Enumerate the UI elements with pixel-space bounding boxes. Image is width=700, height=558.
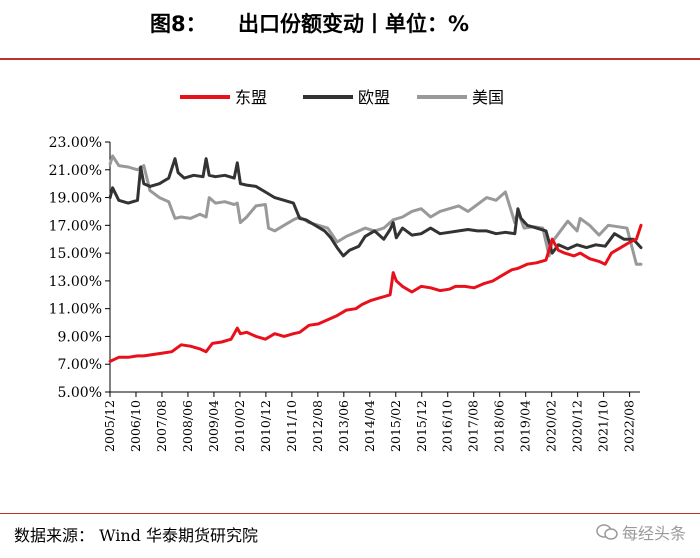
x-tick-label: 2006/10 xyxy=(128,400,143,452)
x-tick-label: 2019/04 xyxy=(518,400,533,452)
x-tick-label: 2016/10 xyxy=(440,400,455,452)
x-tick-label: 2012/08 xyxy=(310,400,325,452)
y-tick-label: 7.00% xyxy=(58,357,102,373)
title-text: 出口份额变动丨单位：% xyxy=(238,12,470,36)
top-divider xyxy=(0,58,700,60)
y-tick-label: 15.00% xyxy=(49,246,102,262)
y-tick-label: 21.00% xyxy=(49,163,102,179)
chart-title: 图8： 出口份额变动丨单位：% xyxy=(0,8,700,44)
y-tick-label: 23.00% xyxy=(49,135,102,151)
line-chart: 5.00% 7.00% 9.00% 11.00% 13.00% 15.00% 17.00% 1… xyxy=(49,88,643,452)
series-line-usa xyxy=(108,154,643,266)
x-tick-label: 2010/12 xyxy=(258,400,273,452)
x-tick-label: 2017/08 xyxy=(466,400,481,452)
x-tick-label: 2008/06 xyxy=(180,400,195,452)
series-line-eu xyxy=(108,157,643,258)
x-tick-label: 2015/02 xyxy=(388,400,403,452)
y-tick-label: 11.00% xyxy=(49,302,102,318)
y-tick-label: 17.00% xyxy=(49,218,102,234)
x-tick-label: 2013/06 xyxy=(336,400,351,452)
x-tick-label: 2010/02 xyxy=(232,400,247,452)
source-note: 数据来源： Wind 华泰期货研究院 xyxy=(14,526,259,545)
x-tick-label: 2021/10 xyxy=(596,400,611,452)
legend-label: 美国 xyxy=(472,88,504,107)
x-tick-label: 2014/04 xyxy=(362,400,377,452)
y-tick-label: 19.00% xyxy=(49,191,102,207)
figure-label: 图8： xyxy=(150,12,207,36)
watermark-text: 每经头条 xyxy=(621,524,686,543)
y-tick-label: 5.00% xyxy=(58,385,102,401)
x-tick-label: 2009/04 xyxy=(206,400,221,452)
x-tick-label: 2005/12 xyxy=(102,400,117,452)
x-tick-label: 2018/06 xyxy=(492,400,507,452)
x-tick-label: 2015/12 xyxy=(414,400,429,452)
x-tick-label: 2020/02 xyxy=(544,400,559,452)
legend-label: 欧盟 xyxy=(358,88,390,107)
x-tick-label: 2011/10 xyxy=(284,400,299,452)
x-tick-label: 2020/12 xyxy=(570,400,585,452)
y-tick-label: 13.00% xyxy=(49,274,102,290)
watermark: 每经头条 xyxy=(596,520,686,544)
series-line-asean xyxy=(108,223,643,363)
bottom-divider xyxy=(0,513,700,514)
wechat-icon xyxy=(596,524,618,540)
x-tick-label: 2022/08 xyxy=(622,400,637,452)
legend-label: 东盟 xyxy=(235,88,267,107)
y-tick-label: 9.00% xyxy=(58,329,102,345)
x-tick-label: 2007/08 xyxy=(154,400,169,452)
